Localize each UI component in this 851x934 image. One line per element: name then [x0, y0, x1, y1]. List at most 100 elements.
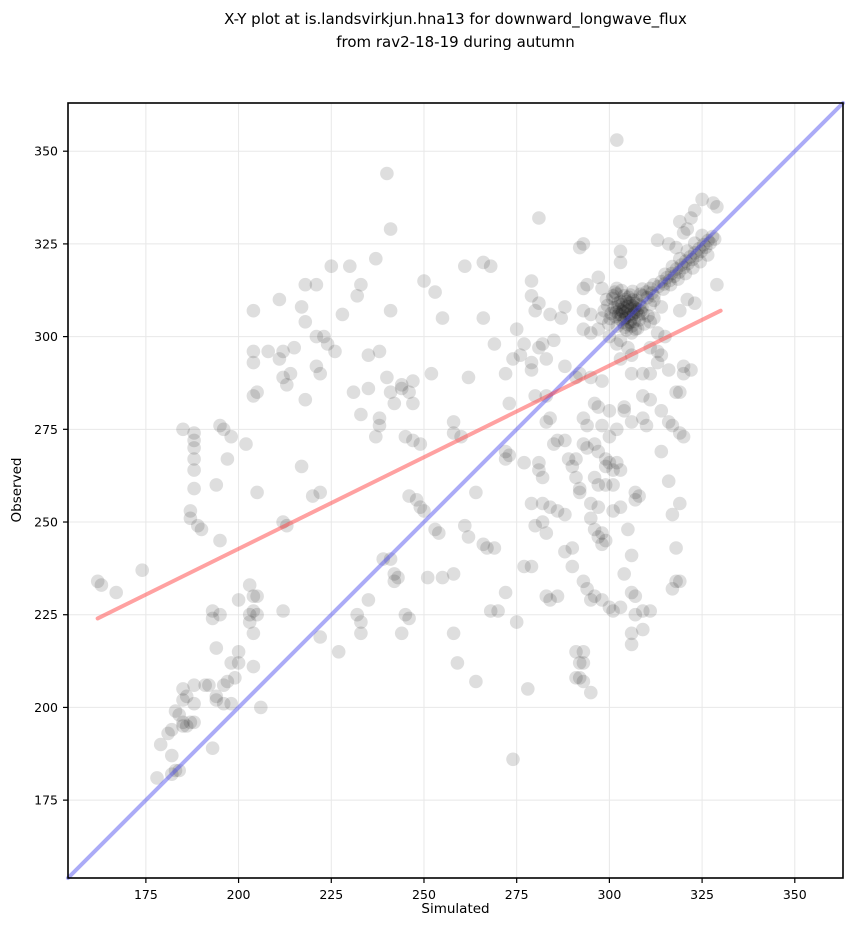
- scatter-point: [576, 574, 591, 589]
- scatter-point: [622, 307, 636, 322]
- scatter-point: [387, 574, 402, 589]
- scatter-point: [569, 645, 583, 659]
- scatter-point: [176, 422, 190, 437]
- scatter-point: [676, 429, 691, 444]
- scatter-point: [633, 287, 648, 302]
- scatter-point: [487, 541, 502, 555]
- scatter-point: [647, 289, 661, 303]
- scatter-point: [576, 437, 591, 451]
- scatter-point: [673, 426, 687, 440]
- scatter-point: [635, 282, 650, 296]
- scatter-point: [205, 741, 220, 755]
- x-tick-label: 325: [690, 887, 714, 902]
- scatter-point: [547, 333, 561, 348]
- scatter-point: [572, 481, 587, 496]
- scatter-point: [603, 311, 617, 326]
- scatter-point: [446, 415, 461, 429]
- scatter-point: [509, 322, 524, 336]
- scatter-point: [613, 312, 627, 326]
- scatter-point: [627, 314, 641, 329]
- scatter-point: [624, 302, 638, 316]
- scatter-point: [565, 541, 580, 555]
- scatter-point: [669, 541, 683, 555]
- scatter-point: [624, 326, 639, 340]
- scatter-point: [276, 604, 290, 618]
- scatter-point: [591, 444, 606, 459]
- scatter-point: [276, 344, 290, 359]
- scatter-plot: 175 200 225 250 275 300 325 350 175 200 225 250 275 3…: [34, 101, 845, 902]
- scatter-point: [394, 381, 409, 396]
- scatter-point: [309, 359, 324, 374]
- scatter-point: [610, 300, 625, 314]
- scatter-point: [595, 418, 609, 433]
- scatter-point: [576, 237, 591, 251]
- scatter-point: [576, 674, 591, 689]
- scatter-point: [601, 316, 616, 331]
- scatter-point: [606, 289, 620, 303]
- scatter-point: [491, 604, 505, 618]
- scatter-point: [550, 589, 565, 603]
- scatter-point: [669, 385, 683, 400]
- scatter-point: [630, 302, 645, 316]
- scatter-point: [213, 418, 227, 433]
- scatter-point: [576, 411, 591, 426]
- scatter-point: [424, 366, 439, 381]
- scatter-point: [224, 429, 238, 444]
- scatter-point: [165, 722, 179, 737]
- scatter-point: [413, 437, 428, 451]
- scatter-point: [183, 511, 198, 526]
- scatter-point: [224, 696, 238, 711]
- scatter-point: [665, 582, 680, 596]
- scatter-point: [406, 374, 420, 388]
- scatter-point: [680, 222, 695, 236]
- scatter-point: [658, 267, 672, 282]
- scatter-point: [591, 322, 606, 336]
- scatter-point: [604, 306, 618, 321]
- scatter-point: [220, 452, 235, 466]
- scatter-point: [628, 296, 643, 311]
- scatter-point: [598, 452, 613, 466]
- scatter-point: [372, 418, 387, 433]
- scatter-point: [667, 269, 682, 283]
- scatter-point: [680, 292, 695, 307]
- scatter-point: [517, 337, 531, 351]
- scatter-point: [283, 366, 298, 381]
- scatter-point: [376, 552, 391, 566]
- scatter-point: [654, 404, 669, 418]
- scatter-point: [700, 248, 715, 262]
- scatter-point: [623, 288, 638, 302]
- y-axis-label: Observed: [9, 457, 25, 523]
- scatter-point: [572, 485, 587, 500]
- scatter-point: [636, 289, 650, 303]
- scatter-point: [628, 589, 643, 603]
- scatter-point: [595, 526, 609, 540]
- x-axis-label: Simulated: [421, 901, 490, 917]
- scatter-point: [250, 589, 264, 603]
- scatter-point: [628, 485, 643, 500]
- scatter-point: [613, 302, 627, 317]
- scatter-point: [673, 214, 687, 229]
- scatter-point: [661, 474, 676, 489]
- scatter-point: [309, 277, 324, 292]
- scatter-point: [476, 255, 491, 270]
- scatter-point: [380, 370, 394, 385]
- scatter-point: [643, 366, 657, 381]
- scatter-point: [656, 282, 670, 296]
- scatter-point: [613, 294, 628, 309]
- scatter-point: [313, 630, 327, 644]
- scatter-point: [673, 251, 687, 266]
- scatter-point: [598, 478, 613, 492]
- x-tick-label: 250: [412, 887, 436, 902]
- scatter-point: [621, 303, 635, 318]
- scatter-point: [480, 541, 494, 555]
- scatter-point: [613, 244, 628, 259]
- scatter-point: [636, 306, 650, 321]
- scatter-point: [543, 411, 557, 426]
- scatter-point: [383, 552, 398, 566]
- scatter-point: [187, 481, 201, 496]
- scatter-point: [572, 656, 587, 670]
- scatter-point: [320, 337, 335, 351]
- scatter-point: [354, 626, 368, 641]
- scatter-point: [394, 626, 409, 641]
